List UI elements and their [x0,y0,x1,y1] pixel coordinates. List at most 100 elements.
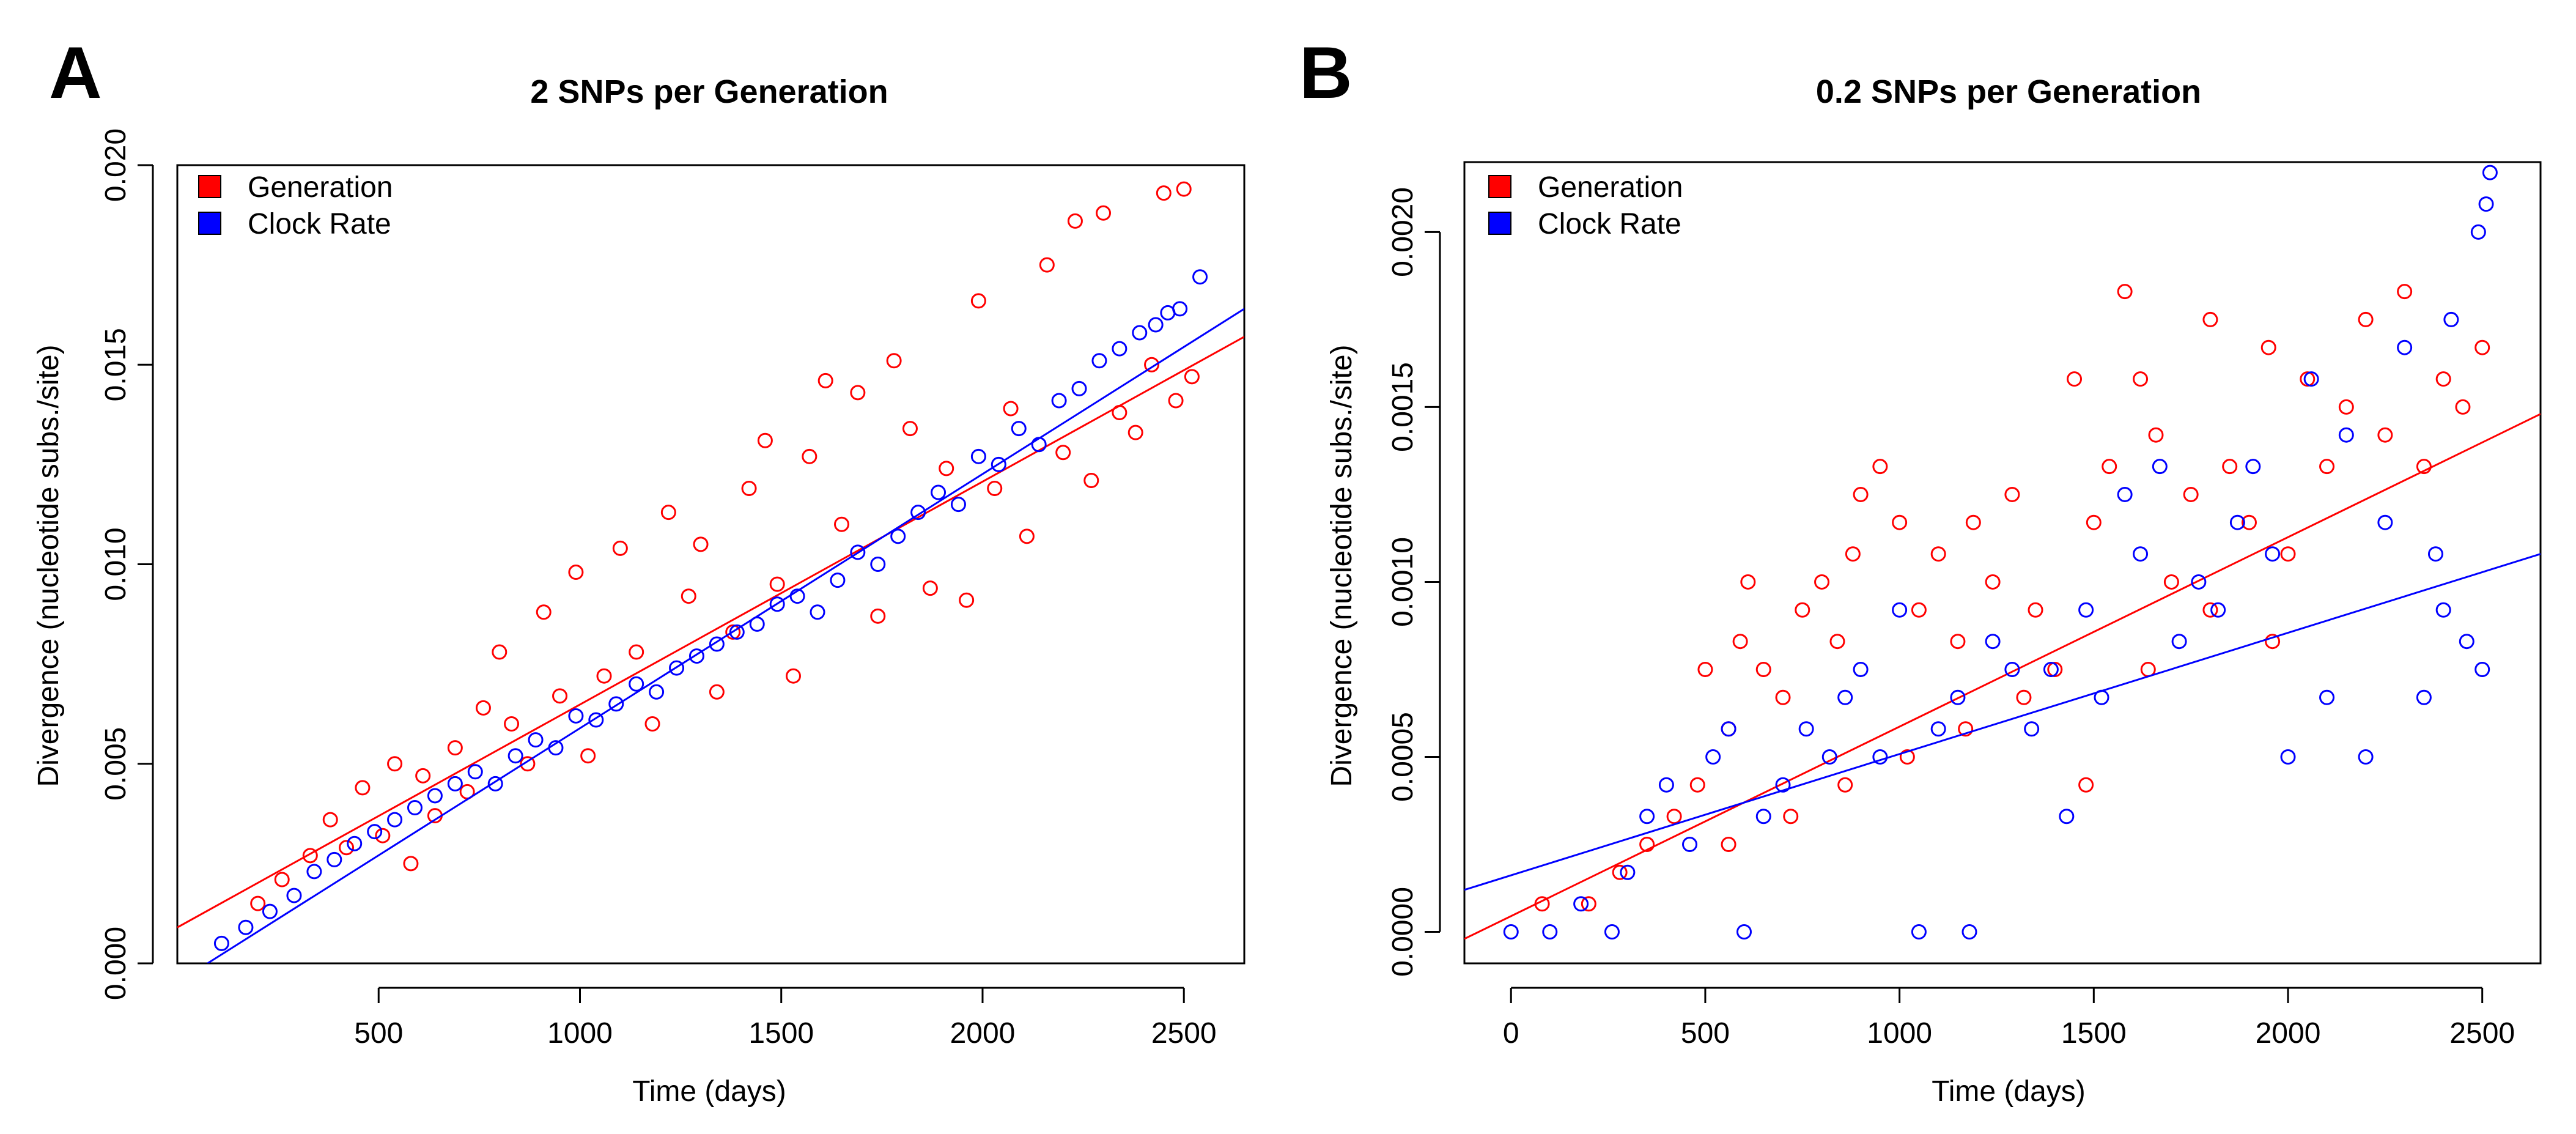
data-point [492,644,507,660]
data-point [1620,864,1636,880]
trend-line [207,308,1244,963]
data-point [1055,445,1071,461]
y-axis-title: Divergence (nucleotide subs./site) [1326,344,1358,787]
data-point [568,708,584,724]
data-point [1853,486,1869,502]
data-point [1071,380,1087,396]
data-point [608,696,624,712]
data-point [1958,721,1974,737]
data-point [1755,809,1771,825]
data-point [693,536,709,552]
data-point [306,864,322,880]
data-point [1091,353,1107,369]
data-point [1899,749,1915,765]
data-point [1184,369,1200,385]
data-point [1740,574,1756,590]
x-axis-title: Time (days) [1932,1075,2086,1108]
data-point [1798,721,1814,737]
data-point [2377,514,2393,530]
plot-area [177,181,1244,963]
data-point [1837,689,1853,705]
data-point [1950,634,1966,650]
legend-swatch [198,212,221,235]
data-point [367,824,383,840]
data-point [2397,284,2413,300]
data-point [1176,181,1192,197]
data-point [536,604,552,620]
data-point [2152,459,2168,475]
data-point [910,505,926,521]
data-point [769,576,785,592]
data-point [580,748,596,764]
data-point [1067,213,1083,229]
y-axis-title: Divergence (nucleotide subs./site) [32,344,65,787]
data-point [447,740,463,756]
data-point [238,919,254,935]
y-tick-label: 0.0010 [1387,537,1419,627]
data-point [1192,269,1208,285]
data-point [403,856,419,872]
legend-label: Generation [248,171,393,204]
data-point [2427,546,2443,562]
data-point [802,448,817,464]
data-point [1172,301,1188,317]
data-point [528,732,544,748]
chart-title: 0.2 SNPs per Generation [1816,73,2201,110]
y-tick-label: 0.0000 [1387,887,1419,977]
data-point [274,872,290,888]
data-point [830,573,846,588]
data-point [2004,661,2020,677]
data-point [1950,689,1966,705]
data-point [302,848,318,864]
data-point [970,293,986,309]
chart-title: 2 SNPs per Generation [530,73,888,110]
data-point [2043,661,2059,677]
data-point [991,456,1006,472]
data-point [1666,809,1682,825]
data-point [1682,837,1698,853]
data-point [387,812,403,828]
data-point [2280,546,2296,562]
series-clock-rate [207,269,1244,963]
data-point [2435,602,2451,618]
data-point [1775,777,1791,793]
data-point [322,812,338,828]
data-point [1930,721,1946,737]
data-point [850,385,866,401]
data-point [1127,424,1143,440]
plot-frame [176,164,1246,965]
data-point [931,484,947,500]
data-point [1845,546,1861,562]
data-point [970,448,986,464]
x-tick-label: 0 [1503,1017,1519,1050]
data-point [757,432,773,448]
data-point [2478,196,2494,212]
x-axis-title: Time (days) [632,1075,786,1108]
data-point [2148,427,2164,443]
data-point [612,540,628,556]
data-point [1639,837,1655,853]
data-point [2443,311,2459,327]
data-point [688,648,704,664]
data-point [1814,574,1830,590]
y-tick-label: 0.005 [100,727,132,801]
data-point [2229,514,2245,530]
data-point [2416,689,2432,705]
x-tick-label: 1500 [748,1017,814,1050]
data-point [1829,634,1845,650]
data-point [2475,661,2490,677]
data-point [1604,924,1620,940]
data-point [1148,317,1164,333]
data-point [2377,427,2393,443]
data-point [1031,437,1047,453]
x-tick-label: 500 [1681,1017,1730,1050]
data-point [1872,459,1888,475]
data-point [2455,399,2471,415]
data-point [2260,339,2276,355]
data-point [1039,257,1055,273]
y-tick-label: 0.000 [100,927,132,1000]
data-point [250,895,266,911]
data-point [709,636,725,652]
data-point [1112,341,1127,357]
data-point [2397,339,2413,355]
